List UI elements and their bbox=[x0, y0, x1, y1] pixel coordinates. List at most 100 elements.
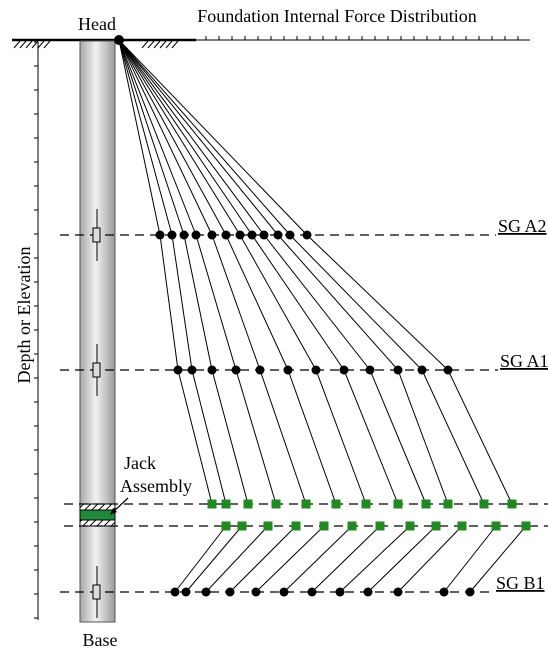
gauge-label: SG A2 bbox=[498, 216, 547, 236]
title: Foundation Internal Force Distribution bbox=[197, 6, 476, 26]
gauge-point bbox=[188, 366, 197, 375]
force-line bbox=[448, 370, 512, 504]
force-line bbox=[312, 526, 380, 592]
gauge-point bbox=[232, 366, 241, 375]
force-line bbox=[212, 235, 260, 370]
jack-point bbox=[320, 522, 329, 531]
gauge-point bbox=[174, 366, 183, 375]
force-line bbox=[186, 526, 242, 592]
ground-hatch bbox=[14, 41, 20, 48]
gauge-point bbox=[192, 231, 201, 240]
gauge-point bbox=[364, 588, 373, 597]
gauge-point bbox=[466, 588, 475, 597]
gauge-point bbox=[156, 231, 165, 240]
gauge-point bbox=[171, 588, 180, 597]
force-line bbox=[119, 40, 240, 235]
force-line bbox=[119, 40, 226, 235]
force-line bbox=[340, 526, 410, 592]
ground-hatch bbox=[160, 41, 166, 48]
force-line bbox=[290, 235, 422, 370]
jack-point bbox=[480, 500, 489, 509]
gauge-label: SG B1 bbox=[496, 573, 545, 593]
force-line bbox=[119, 40, 264, 235]
force-line bbox=[184, 235, 212, 370]
force-line bbox=[119, 40, 172, 235]
force-line bbox=[119, 40, 184, 235]
gauge-point bbox=[418, 366, 427, 375]
force-line bbox=[119, 40, 196, 235]
ground-hatch bbox=[38, 41, 44, 48]
force-line bbox=[119, 40, 252, 235]
figure: HeadFoundation Internal Force Distributi… bbox=[0, 0, 548, 652]
jack-point bbox=[458, 522, 467, 531]
force-line bbox=[252, 235, 344, 370]
gauge-point bbox=[308, 588, 317, 597]
jack-point bbox=[348, 522, 357, 531]
jack-point bbox=[508, 500, 517, 509]
gauge-point bbox=[274, 231, 283, 240]
jack-point bbox=[422, 500, 431, 509]
gauge-point bbox=[336, 588, 345, 597]
jack-point bbox=[302, 500, 311, 509]
jack-point bbox=[376, 522, 385, 531]
gauge-point bbox=[312, 366, 321, 375]
gauge-point bbox=[444, 366, 453, 375]
force-line bbox=[192, 370, 226, 504]
gauge-point bbox=[202, 588, 211, 597]
force-line bbox=[316, 370, 366, 504]
gauge-point bbox=[284, 366, 293, 375]
force-line bbox=[278, 235, 398, 370]
force-line bbox=[196, 235, 236, 370]
gauge-point bbox=[394, 588, 403, 597]
strain-gauge bbox=[93, 585, 100, 599]
force-line bbox=[226, 235, 288, 370]
force-line bbox=[284, 526, 352, 592]
jack-point bbox=[332, 500, 341, 509]
ground-hatch bbox=[154, 41, 160, 48]
gauge-point bbox=[168, 231, 177, 240]
jack-point bbox=[208, 500, 217, 509]
jack-point bbox=[292, 522, 301, 531]
force-line bbox=[398, 370, 448, 504]
ground-hatch bbox=[20, 41, 26, 48]
gauge-point bbox=[248, 231, 257, 240]
force-line bbox=[119, 40, 290, 235]
ground-hatch bbox=[44, 41, 50, 48]
jack-plate bbox=[80, 504, 115, 510]
gauge-point bbox=[303, 231, 312, 240]
ground-hatch bbox=[142, 41, 148, 48]
jack-point bbox=[394, 500, 403, 509]
gauge-point bbox=[236, 231, 245, 240]
jack-point bbox=[272, 500, 281, 509]
gauge-point bbox=[286, 231, 295, 240]
base-label: Base bbox=[83, 630, 118, 650]
force-line bbox=[236, 370, 276, 504]
gauge-point bbox=[252, 588, 261, 597]
gauge-point bbox=[182, 588, 191, 597]
force-line bbox=[230, 526, 296, 592]
jack-point bbox=[222, 500, 231, 509]
ground-hatch bbox=[148, 41, 154, 48]
layout bbox=[12, 35, 548, 622]
force-line bbox=[206, 526, 268, 592]
jack-point bbox=[362, 500, 371, 509]
force-line bbox=[264, 235, 370, 370]
jack-point bbox=[264, 522, 273, 531]
force-line bbox=[119, 40, 307, 235]
ground-hatch bbox=[166, 41, 172, 48]
force-line bbox=[175, 526, 226, 592]
ground-hatch bbox=[26, 41, 32, 48]
gauge-point bbox=[260, 231, 269, 240]
jack-label: Jack bbox=[124, 453, 156, 473]
jack-point bbox=[492, 522, 501, 531]
force-line bbox=[307, 235, 448, 370]
force-line bbox=[422, 370, 484, 504]
jack-label: Assembly bbox=[120, 476, 192, 496]
pile bbox=[80, 41, 115, 622]
gauge-point bbox=[394, 366, 403, 375]
gauge-point bbox=[366, 366, 375, 375]
jack-point bbox=[222, 522, 231, 531]
force-line bbox=[288, 370, 336, 504]
y-axis-label: Depth or Elevation bbox=[14, 247, 34, 384]
force-line bbox=[370, 370, 426, 504]
